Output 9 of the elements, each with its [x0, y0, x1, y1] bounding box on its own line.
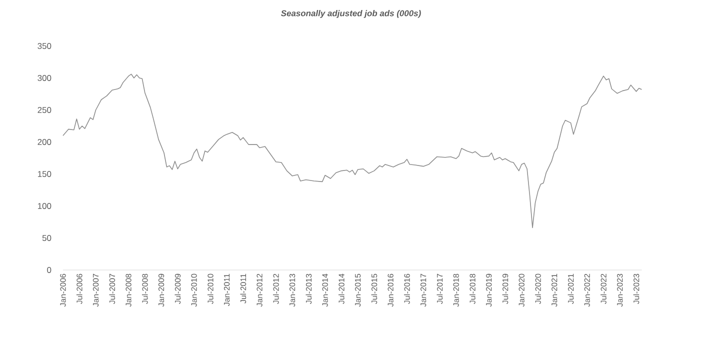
y-tick-label: 100: [38, 203, 52, 209]
y-tick-label: 350: [38, 43, 52, 49]
y-tick-label: 300: [38, 75, 52, 81]
y-tick-label: 0: [47, 267, 52, 273]
y-tick-label: 50: [42, 235, 52, 241]
chart-title: Seasonally adjusted job ads (000s): [280, 10, 421, 18]
y-tick-label: 150: [38, 171, 52, 177]
y-tick-label: 250: [38, 107, 52, 113]
y-tick-label: 200: [38, 139, 52, 145]
